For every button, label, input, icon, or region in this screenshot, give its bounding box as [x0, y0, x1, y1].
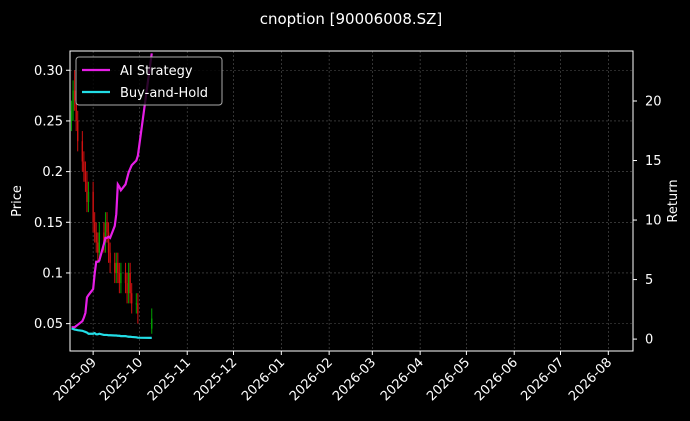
- candle-body: [151, 318, 153, 329]
- x-tick-label: 2025-11: [145, 355, 194, 404]
- candle-body: [120, 272, 122, 284]
- candle-body: [124, 272, 127, 284]
- candle-body: [70, 110, 73, 121]
- y2-tick-label: 10: [645, 214, 662, 229]
- y2-tick-label: 20: [645, 95, 662, 110]
- y-tick-label: 0.15: [34, 216, 63, 231]
- x-tick-label: 2026-01: [239, 355, 288, 404]
- x-tick-label: 2026-05: [424, 355, 473, 404]
- legend-box: [75, 56, 223, 106]
- candle-body: [86, 181, 88, 203]
- candle-body: [104, 222, 107, 243]
- y-tick-label: 0.25: [34, 114, 63, 129]
- x-tick-label: 2025-12: [191, 355, 240, 404]
- series-line: [71, 327, 152, 340]
- y-tick-label: 0.2: [42, 165, 63, 180]
- y2-tick-label: 0: [645, 333, 653, 348]
- x-tick-label: 2026-03: [330, 355, 379, 404]
- x-tick-label: 2025-09: [51, 355, 100, 404]
- candle-body: [92, 191, 94, 223]
- candle-body: [106, 222, 108, 233]
- candle-body: [93, 222, 96, 233]
- y-tick-label: 0.05: [34, 317, 63, 332]
- chart-title: cnoption [90006008.SZ]: [260, 10, 443, 28]
- legend-label: Buy-and-Hold: [120, 86, 208, 101]
- candle-body: [97, 242, 99, 253]
- x-tick-label: 2026-06: [472, 355, 521, 404]
- candle-body: [129, 272, 131, 294]
- candle-body: [118, 272, 121, 284]
- candle-body: [81, 141, 84, 162]
- legend-label: AI Strategy: [120, 64, 193, 79]
- y-tick-label: 0.30: [34, 64, 63, 79]
- y2-tick-label: 15: [645, 154, 662, 169]
- candle-body: [126, 283, 128, 294]
- x-tick-label: 2025-10: [97, 355, 146, 404]
- x-tick-label: 2026-07: [518, 355, 567, 404]
- candle-body: [130, 293, 133, 304]
- candle-body: [77, 120, 79, 142]
- y-tick-label: 0.1: [42, 266, 63, 281]
- candle-body: [72, 90, 74, 111]
- y-axis-label: Price: [10, 185, 25, 217]
- candle-body: [115, 262, 117, 273]
- candle-body: [103, 232, 105, 243]
- x-tick-label: 2026-04: [378, 355, 427, 404]
- y2-axis-label: Return: [666, 179, 681, 222]
- candle-body: [127, 272, 130, 294]
- candle-body: [114, 262, 116, 273]
- plot-frame: [69, 50, 634, 352]
- candle-body: [137, 303, 139, 314]
- candle-body: [84, 171, 87, 182]
- candle-body: [107, 232, 110, 253]
- plot-area: [70, 53, 153, 340]
- candle-body: [117, 262, 119, 273]
- candle-body: [87, 191, 90, 203]
- candle-body: [95, 232, 97, 243]
- candle-body: [135, 303, 138, 305]
- candle-body: [75, 100, 77, 121]
- series-line: [71, 53, 153, 329]
- candle-body: [98, 232, 101, 253]
- y2-tick-label: 5: [645, 273, 653, 288]
- candle-body: [73, 90, 76, 101]
- x-tick-label: 2026-02: [287, 355, 336, 404]
- candle-body: [109, 252, 111, 263]
- x-tick-label: 2026-08: [566, 355, 615, 404]
- candle-body: [83, 161, 85, 172]
